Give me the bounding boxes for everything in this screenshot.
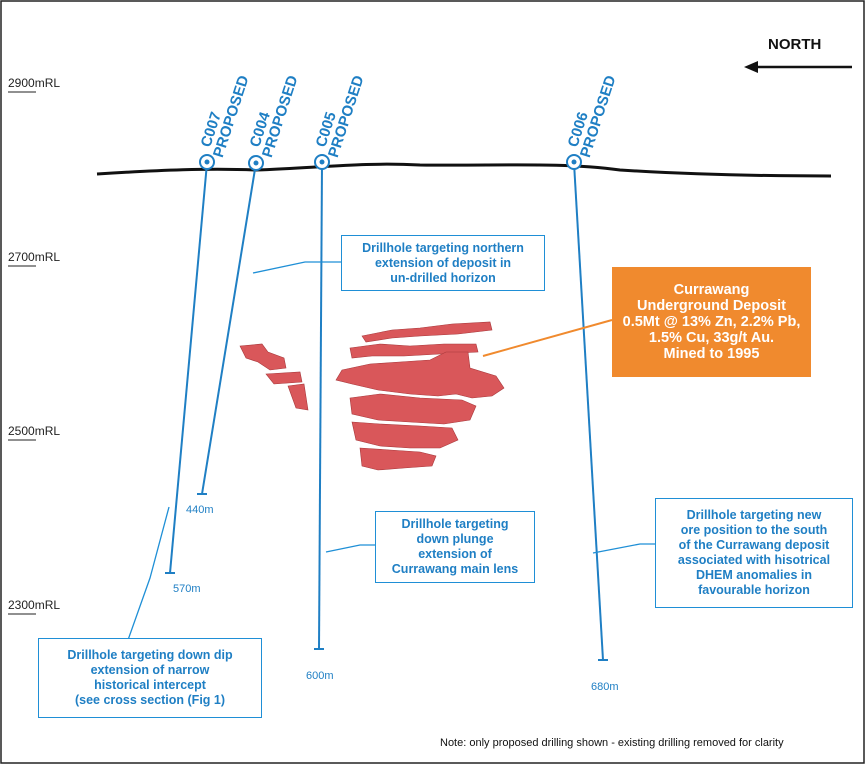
callout-down-plunge: Drillhole targeting down plunge extensio… <box>375 511 535 583</box>
north-arrow <box>744 61 852 73</box>
rl-marker-2700: 2700mRL <box>8 250 60 267</box>
collar-marker-C006 <box>566 154 582 170</box>
depth-label-C005: 600m <box>306 670 334 682</box>
callout-down-dip-leader <box>111 506 170 641</box>
drillhole-C006-trace <box>573 162 608 661</box>
drillhole-C007-label: C007 PROPOSED <box>198 73 253 159</box>
callout-northern-leader <box>252 261 342 274</box>
collar-marker-C005 <box>314 154 330 170</box>
callout-down-plunge-leader <box>325 544 375 553</box>
rl-marker-2300: 2300mRL <box>8 598 60 615</box>
note-text: Note: only proposed drilling shown - exi… <box>440 737 784 749</box>
collar-marker-C007 <box>199 154 215 170</box>
rl-marker-2500: 2500mRL <box>8 424 60 441</box>
rl-marker-2900: 2900mRL <box>8 76 60 93</box>
rl-label: 2300mRL <box>8 598 60 612</box>
rl-label: 2900mRL <box>8 76 60 90</box>
callout-down-dip-extension: Drillhole targeting down dip extension o… <box>38 638 262 718</box>
callout-northern-extension: Drillhole targeting northern extension o… <box>341 235 545 291</box>
deposit-leader <box>482 319 613 357</box>
drillhole-C006-label: C006 PROPOSED <box>565 73 620 159</box>
rl-label: 2700mRL <box>8 250 60 264</box>
collar-marker-C004 <box>248 155 264 171</box>
callout-south-leader <box>592 543 655 554</box>
callout-south-ore-position: Drillhole targeting new ore position to … <box>655 498 853 608</box>
drillhole-C004-trace <box>197 162 257 495</box>
surface-line <box>96 162 832 178</box>
orebody <box>239 321 505 471</box>
north-label: NORTH <box>768 36 822 53</box>
depth-label-C006: 680m <box>591 681 619 693</box>
drillhole-C005-trace <box>314 162 324 650</box>
drillhole-C005-label: C005 PROPOSED <box>313 73 368 159</box>
deposit-info-box: Currawang Underground Deposit 0.5Mt @ 13… <box>612 267 811 377</box>
depth-label-C004: 440m <box>186 504 214 516</box>
drillhole-C004-label: C004 PROPOSED <box>247 73 302 159</box>
depth-label-C007: 570m <box>173 583 201 595</box>
rl-label: 2500mRL <box>8 424 60 438</box>
drillhole-C007-trace <box>165 162 208 574</box>
